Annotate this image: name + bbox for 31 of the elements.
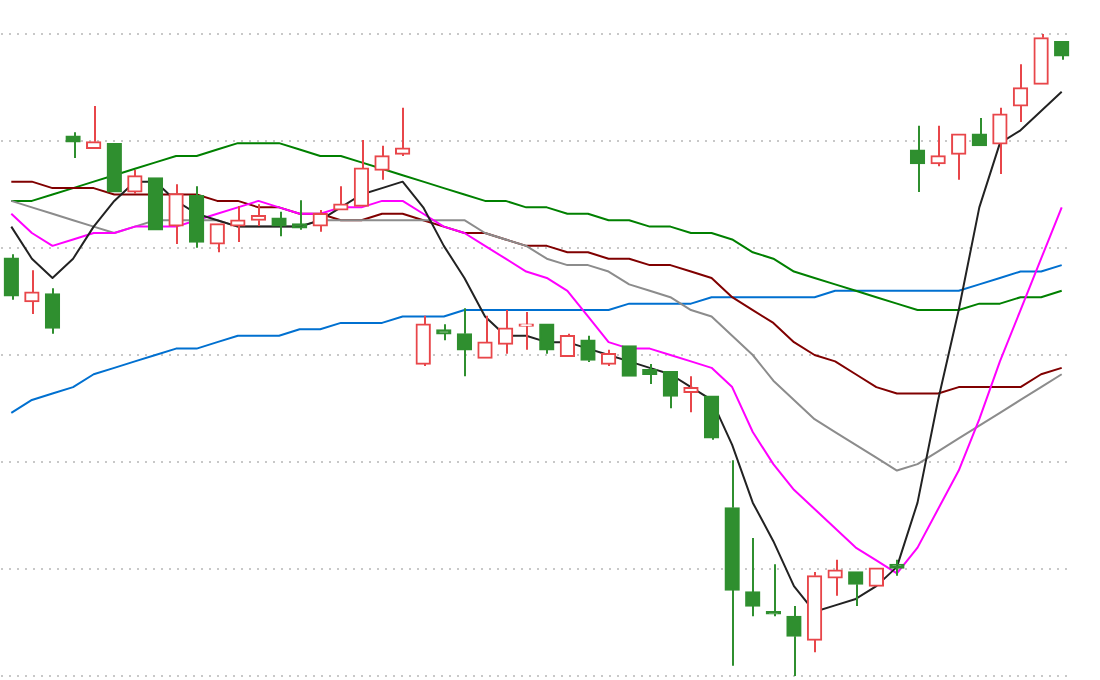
candlestick	[683, 375, 699, 414]
candlestick	[600, 348, 617, 367]
candlestick	[703, 395, 720, 441]
candlestick	[168, 183, 184, 245]
candlestick	[415, 314, 431, 367]
candlestick	[230, 205, 246, 244]
candlestick	[539, 323, 555, 355]
candlestick	[44, 287, 61, 335]
candlestick	[848, 571, 864, 608]
candlestick	[250, 203, 267, 227]
candlestick	[189, 185, 205, 249]
candlestick	[271, 210, 287, 238]
candlestick	[518, 310, 534, 351]
candlestick	[992, 106, 1008, 175]
candlestick	[291, 199, 308, 231]
candlestick	[806, 571, 823, 654]
candlestick	[333, 185, 349, 211]
candlestick	[1033, 33, 1049, 85]
candlestick	[724, 459, 740, 667]
candlestick	[642, 362, 658, 385]
candlestick	[930, 124, 946, 168]
candlestick	[436, 323, 452, 342]
candlestick	[827, 558, 843, 597]
candlestick	[86, 104, 102, 149]
candlestick	[24, 269, 40, 315]
candlestick	[353, 138, 370, 207]
candlestick	[3, 253, 19, 301]
candlestick	[662, 371, 679, 410]
candlestick	[394, 106, 411, 157]
candlestick	[312, 208, 328, 233]
candlestick	[65, 131, 81, 159]
